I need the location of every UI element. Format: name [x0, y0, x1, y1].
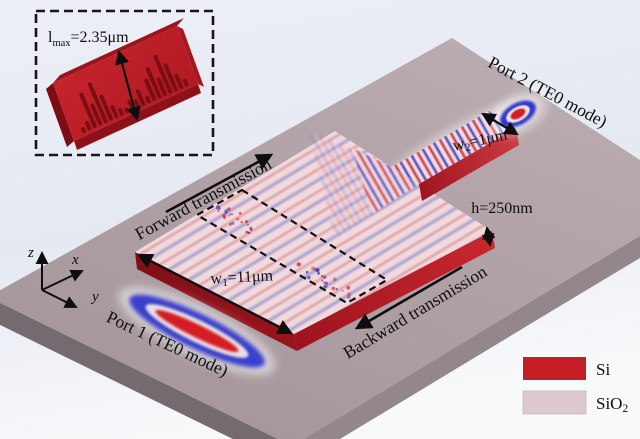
coordinate-axes: z x y [27, 245, 99, 308]
scatterer-dot [245, 230, 249, 234]
w1-base: w [210, 270, 223, 288]
inset-slot [144, 78, 157, 102]
inset-plate-right-bevel [177, 26, 204, 87]
y-axis-arrow [41, 289, 78, 308]
w2-sub: 2 [464, 141, 472, 154]
scatterer-dot [321, 279, 324, 282]
scatterer-dot [238, 211, 242, 215]
inset-slot [84, 120, 92, 131]
scatterer-dot [346, 295, 351, 299]
y-axis-label: y [90, 289, 99, 305]
legend-sio2-base: SiO [596, 394, 622, 413]
backward-arrow [354, 265, 463, 330]
inset-slot [99, 94, 113, 121]
legend-si-label: Si [596, 360, 610, 379]
legend-sio2-swatch [522, 390, 587, 415]
scatterer-dot [224, 211, 228, 214]
scatterer-speckles [215, 205, 352, 299]
scatterer-dot [231, 221, 235, 225]
scatterer-dot [247, 231, 251, 235]
scatterer-dot [219, 207, 221, 210]
scatterer-dot [313, 267, 317, 272]
inset-slot [81, 127, 86, 133]
inset-slot [163, 63, 178, 92]
waveguide-side-face [419, 128, 519, 201]
scatterer-dot [231, 213, 234, 216]
inset-slot [90, 103, 103, 126]
scatterer-dot [317, 271, 320, 275]
scatterer-dot [223, 216, 226, 220]
scatterer-dot [227, 207, 231, 211]
scatterer-dot [331, 286, 335, 291]
beam-fan-convergence [352, 148, 419, 214]
scatterer-dot [346, 285, 351, 290]
legend-sio2-label: SiO2 [596, 394, 628, 415]
scatterer-dot [323, 275, 327, 279]
scatterer-dot [335, 287, 338, 291]
scatterer-dot [229, 213, 232, 216]
lmax-label: lmax=2.35μm [48, 29, 129, 49]
inset-slot [156, 77, 167, 97]
scatterer-dot [311, 266, 315, 271]
legend-si-swatch [523, 357, 586, 380]
inset-slot [174, 73, 184, 89]
inset-slot [182, 78, 189, 87]
w1-dimension-arrow [136, 253, 294, 335]
scatterer-dot [246, 223, 250, 226]
inset-slot [153, 54, 173, 94]
scatterer-dot [217, 209, 220, 213]
x-axis-label: x [71, 252, 79, 268]
metasurface-dashed-outline [194, 188, 390, 305]
inset-dashed-border [34, 9, 215, 157]
lmax-value: =2.35μm [71, 29, 130, 46]
inset-slot [145, 67, 162, 99]
h-dimension-arrow [481, 226, 496, 247]
scatterer-dot [315, 268, 320, 273]
scatterer-dot [236, 217, 240, 221]
scatterer-dot [296, 262, 301, 267]
scatterer-dot [245, 220, 248, 224]
scatterer-dot [306, 275, 311, 280]
w1-sub: 1 [222, 277, 228, 289]
inset-slot [145, 95, 151, 104]
w2-dimension-arrow [481, 112, 519, 136]
scatterer-dot [320, 274, 324, 278]
inset-plate-left-face [46, 83, 74, 147]
w1-value: =11μm [227, 267, 274, 286]
scatterer-dot [332, 277, 337, 282]
substrate-right-side-face [303, 236, 640, 439]
scatterer-dot [240, 220, 244, 224]
scatterer-dot [347, 292, 352, 297]
w2-base: w [451, 136, 466, 155]
scatterer-dot [249, 226, 253, 231]
scatterer-dot [305, 270, 309, 274]
scatterer-dot [325, 281, 329, 285]
h-label: h=250nm [471, 200, 533, 217]
forward-arrow [165, 153, 274, 214]
w1-label: w1=11μm [210, 267, 274, 289]
lmax-sub: max [52, 38, 71, 49]
scatterer-dot [227, 214, 231, 217]
scatterer-dot [323, 284, 328, 289]
inset-slot [79, 92, 97, 129]
legend-sio2-sub: 2 [622, 403, 628, 415]
lmax-base: l [48, 29, 53, 46]
z-axis-label: z [27, 245, 34, 261]
inset-lmax: lmax=2.35μm [34, 9, 215, 157]
legend: Si SiO2 [522, 357, 628, 415]
scatterer-dot [341, 289, 344, 292]
scatterer-dot [228, 222, 232, 226]
slab-front-right-face [294, 231, 495, 351]
x-axis-arrow [41, 269, 84, 291]
substrate-left-side-face [0, 302, 278, 439]
lmax-dimension-arrow [115, 49, 141, 122]
inset-slot [87, 82, 108, 124]
